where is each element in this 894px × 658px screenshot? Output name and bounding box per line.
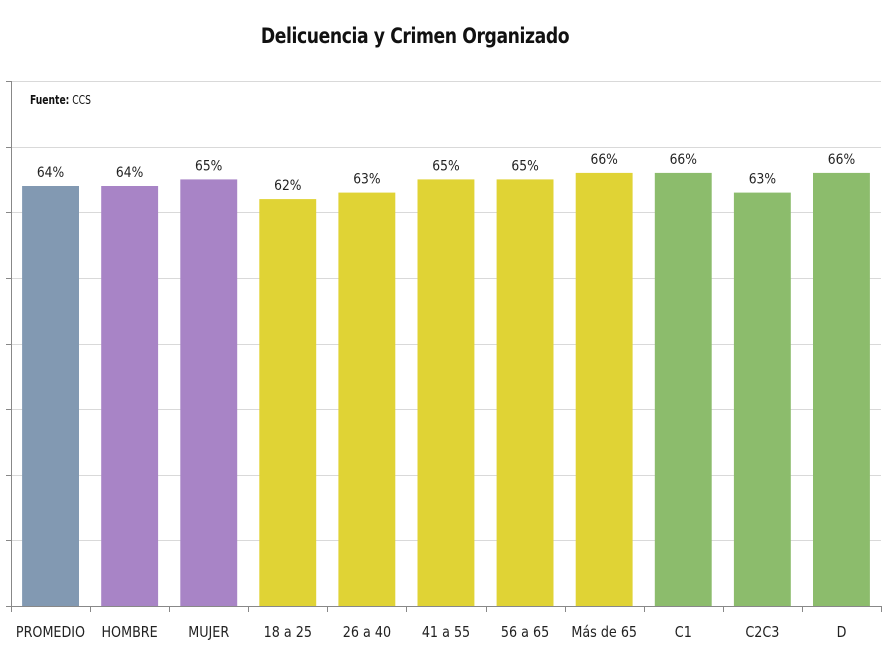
x-tick-label: 56 a 65 (501, 624, 549, 641)
x-tick-label: D (837, 624, 847, 641)
x-tick-label: C1 (675, 624, 692, 641)
data-label: 63% (749, 172, 776, 188)
bar-layer (22, 172, 870, 606)
data-label: 63% (353, 172, 380, 188)
x-tick-label: MUJER (188, 624, 229, 641)
x-tick-label: C2C3 (745, 624, 779, 641)
x-tick-label: 41 a 55 (422, 624, 470, 641)
bar (654, 172, 712, 606)
data-label: 65% (511, 159, 538, 175)
bar (575, 172, 633, 606)
data-label: 66% (828, 152, 855, 168)
x-tick-label: PROMEDIO (16, 624, 85, 641)
chart-title: Delicuencia y Crimen Organizado (260, 24, 570, 48)
source-note: Fuente: CCS (30, 93, 91, 107)
label-layer: 64% PROMEDIO 64% HOMBRE 65% MUJER 62% 18 a 25 63… (16, 152, 855, 641)
data-label: 65% (432, 159, 459, 175)
bar (496, 179, 554, 606)
source-label: Fuente: (30, 93, 70, 107)
bar (417, 179, 475, 606)
source-value: CCS (72, 93, 91, 107)
bar (813, 172, 870, 606)
x-tick-label: 18 a 25 (264, 624, 312, 641)
data-label: 64% (116, 165, 143, 181)
x-tick-label: Más de 65 (571, 624, 637, 641)
x-tick-label: HOMBRE (101, 624, 157, 641)
bar (338, 192, 396, 606)
bar (259, 199, 317, 606)
bar (180, 179, 238, 606)
data-label: 66% (670, 152, 697, 168)
data-label: 65% (195, 159, 222, 175)
x-tick-label: 26 a 40 (343, 624, 391, 641)
bar (101, 186, 159, 606)
data-label: 62% (274, 178, 301, 194)
bar (22, 186, 80, 606)
axis-layer (6, 81, 882, 612)
bar (733, 192, 791, 606)
data-label: 64% (37, 165, 64, 181)
data-label: 66% (591, 152, 618, 168)
